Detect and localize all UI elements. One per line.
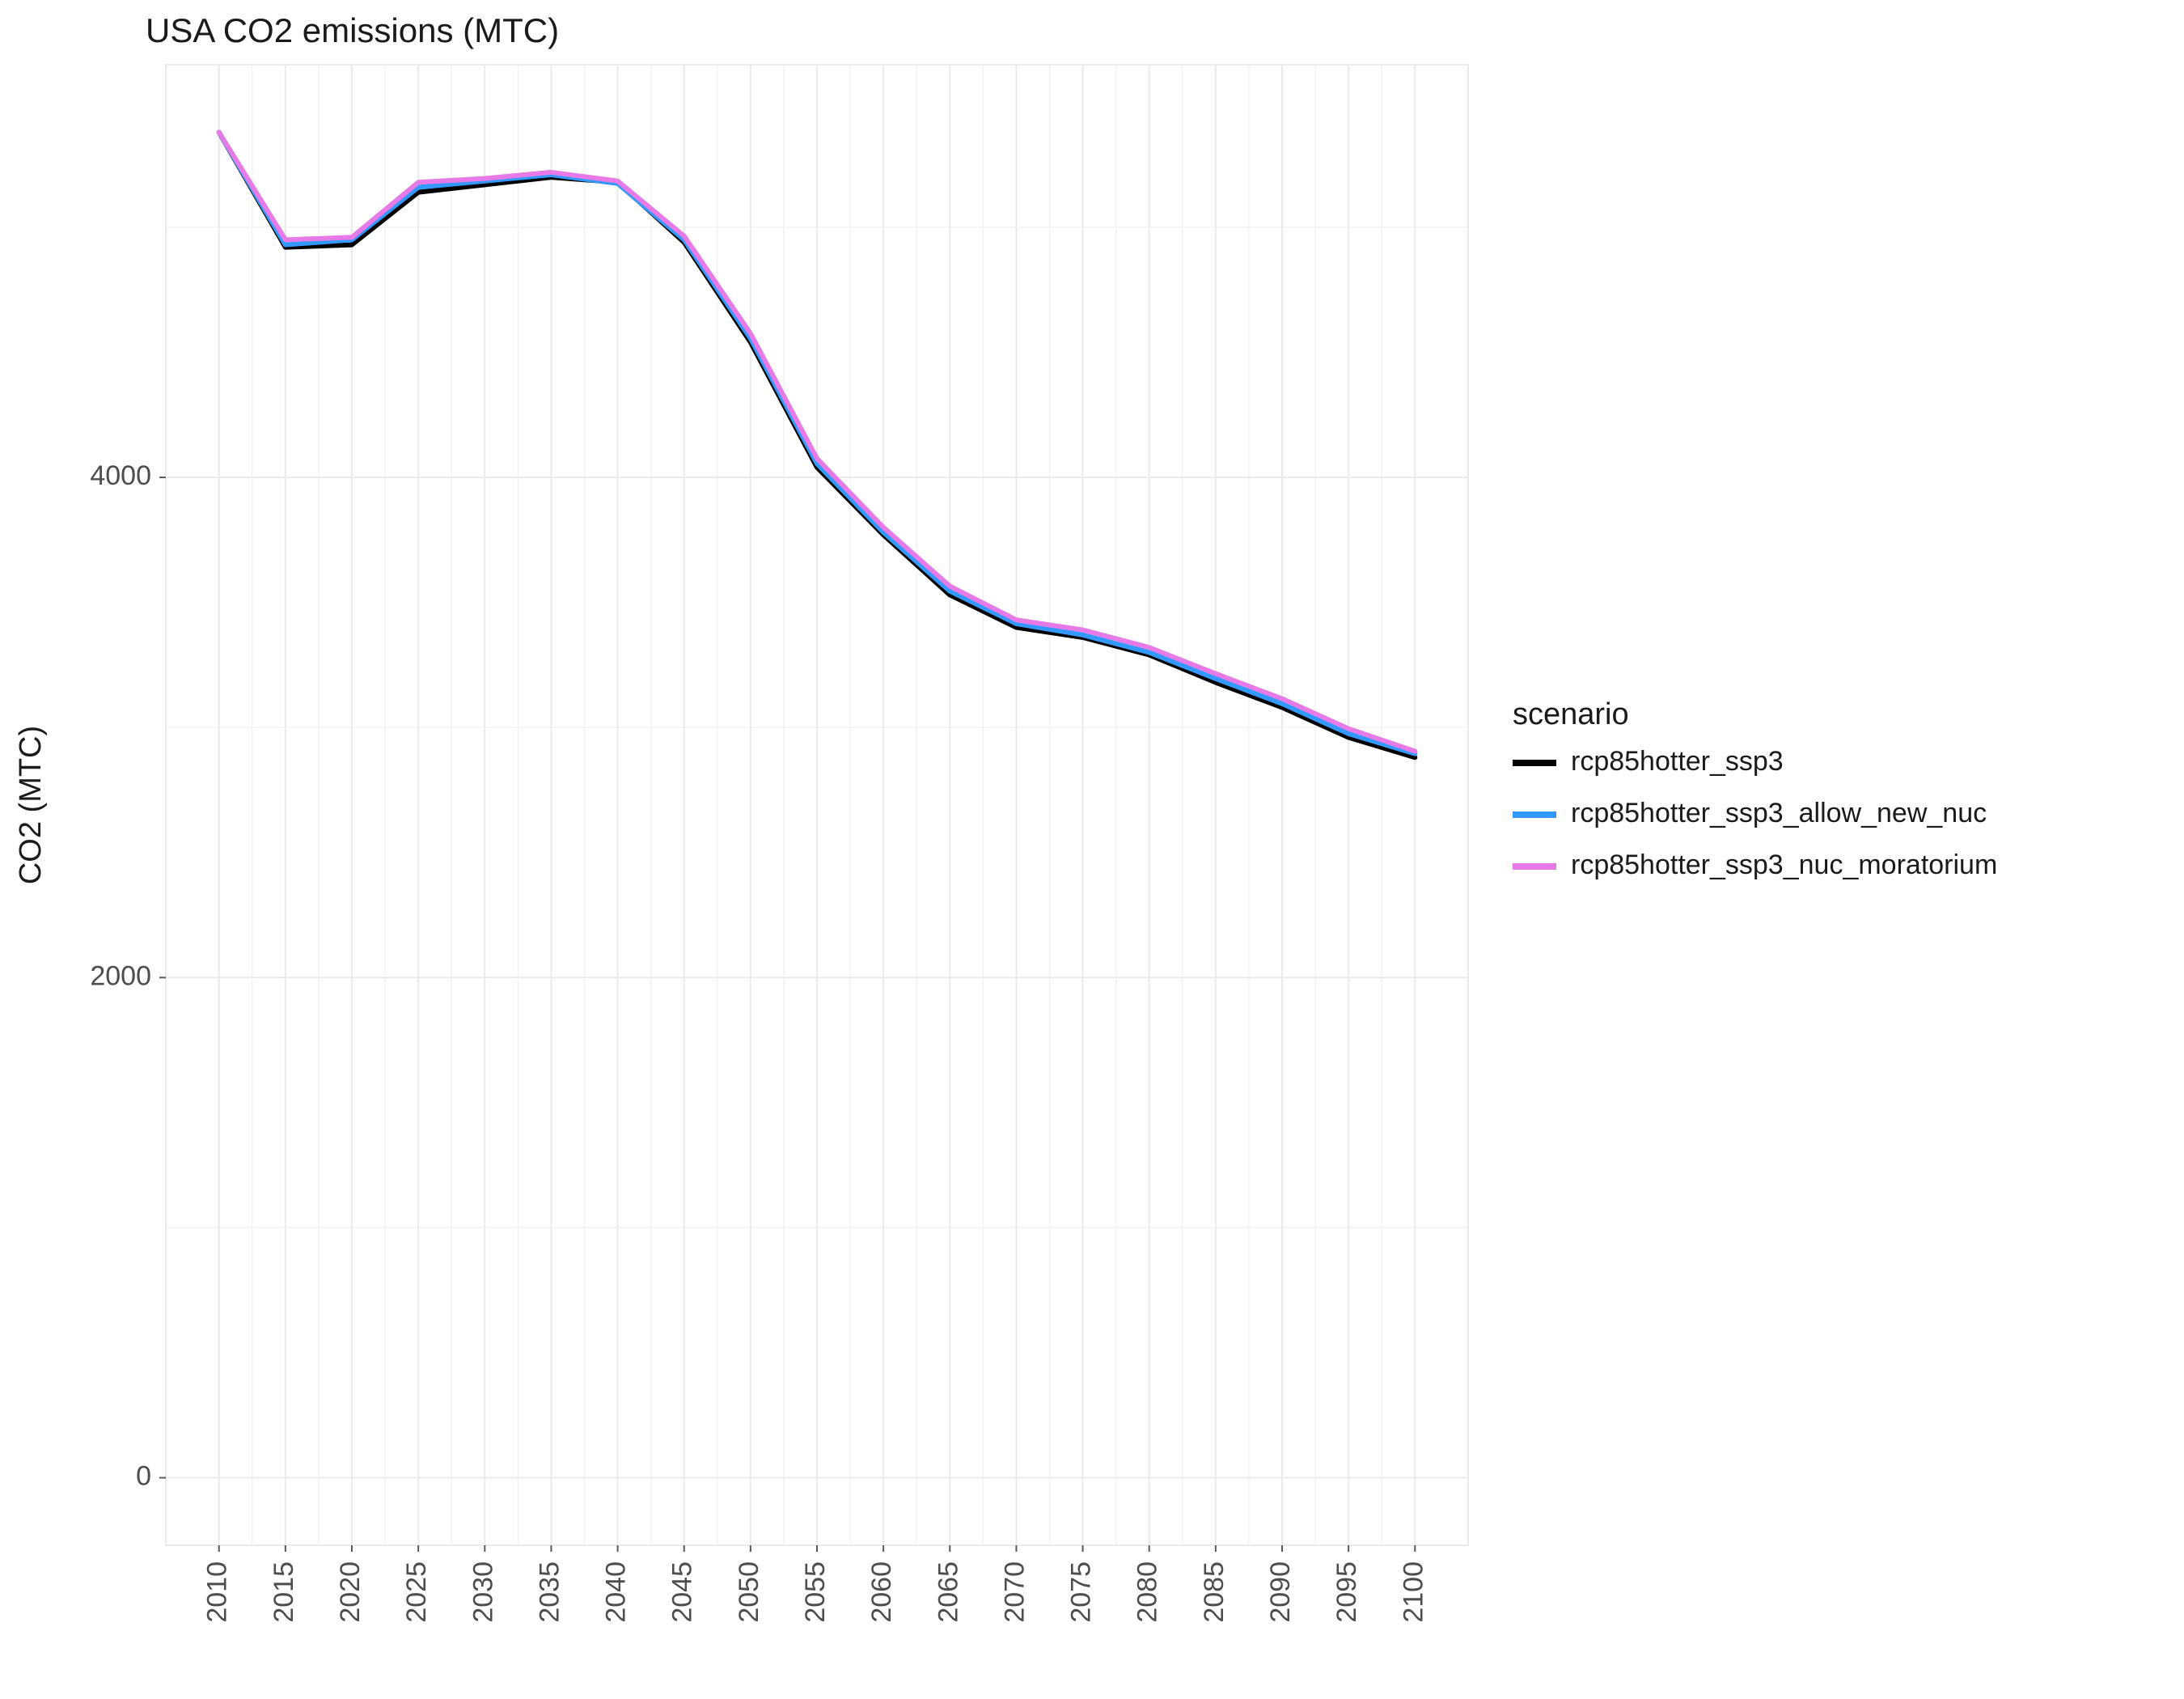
legend-item: rcp85hotter_ssp3_nuc_moratorium (1513, 850, 1997, 880)
x-tick-label: 2080 (1132, 1561, 1163, 1623)
chart-svg: 0 2000 4000 2010 2015 2020 2025 2030 2035 2040 204… (0, 0, 2184, 1699)
legend-item: rcp85hotter_ssp3_allow_new_nuc (1513, 798, 1987, 828)
x-tick-label: 2060 (866, 1561, 897, 1623)
y-tick-label: 0 (136, 1461, 151, 1492)
legend-label: rcp85hotter_ssp3_allow_new_nuc (1571, 798, 1987, 828)
x-tick-label: 2050 (734, 1561, 764, 1623)
x-tick-label: 2045 (667, 1561, 698, 1623)
chart-container: { "chart": { "type": "line", "title": "U… (0, 0, 2184, 1699)
x-tick-label: 2055 (800, 1561, 831, 1623)
x-tick-label: 2040 (601, 1561, 632, 1623)
x-tick-label: 2070 (999, 1561, 1030, 1623)
x-tick-label: 2100 (1398, 1561, 1428, 1623)
x-tick-label: 2090 (1265, 1561, 1296, 1623)
x-tick-label: 2020 (335, 1561, 366, 1623)
x-tick-label: 2065 (933, 1561, 963, 1623)
y-tick-label: 4000 (90, 460, 151, 491)
legend-swatch (1513, 811, 1556, 818)
legend-swatch (1513, 760, 1556, 766)
legend-label: rcp85hotter_ssp3_nuc_moratorium (1571, 850, 1997, 880)
x-tick-label: 2075 (1066, 1561, 1097, 1623)
x-tick-label: 2025 (401, 1561, 432, 1623)
x-tick-label: 2035 (534, 1561, 565, 1623)
y-tick-label: 2000 (90, 960, 151, 991)
x-tick-label: 2030 (468, 1561, 498, 1623)
legend-title: scenario (1513, 697, 1629, 731)
legend-label: rcp85hotter_ssp3 (1571, 746, 1784, 777)
x-tick-label: 2095 (1331, 1561, 1362, 1623)
y-axis-label: CO2 (MTC) (14, 726, 48, 884)
x-tick-label: 2085 (1199, 1561, 1230, 1623)
x-tick-label: 2010 (202, 1561, 233, 1623)
legend-swatch (1513, 863, 1556, 870)
chart-title: USA CO2 emissions (MTC) (146, 11, 559, 49)
x-tick-label: 2015 (269, 1561, 299, 1623)
